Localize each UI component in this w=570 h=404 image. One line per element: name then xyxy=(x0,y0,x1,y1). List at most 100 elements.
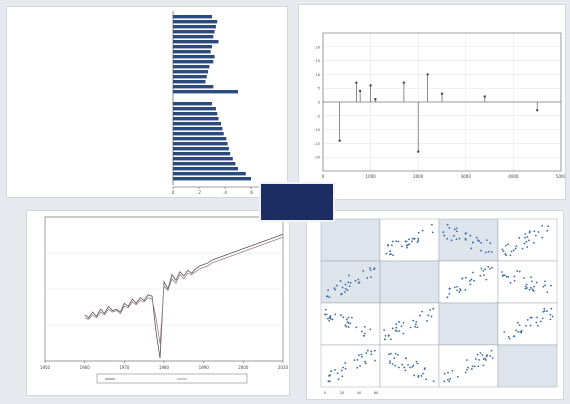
matrix-point xyxy=(397,353,399,356)
matrix-point xyxy=(364,360,366,363)
matrix-point xyxy=(443,372,446,375)
matrix-point xyxy=(448,287,451,290)
matrix-point xyxy=(326,317,329,320)
matrix-point xyxy=(427,314,430,317)
matrix-point xyxy=(404,240,407,243)
matrix-point xyxy=(531,280,533,283)
bar xyxy=(173,20,218,24)
matrix-point xyxy=(509,281,512,284)
bar xyxy=(173,157,233,161)
matrix-tick-label: 20 xyxy=(340,391,344,395)
matrix-point xyxy=(524,236,526,239)
matrix-point xyxy=(446,296,449,299)
matrix-point xyxy=(425,320,428,322)
matrix-point xyxy=(364,362,367,365)
data-point xyxy=(369,84,372,87)
matrix-point xyxy=(349,281,352,284)
matrix-point xyxy=(385,252,388,255)
matrix-point xyxy=(369,269,372,272)
matrix-point xyxy=(464,371,467,374)
matrix-point xyxy=(447,371,449,374)
matrix-point xyxy=(389,250,392,253)
matrix-point xyxy=(465,232,468,235)
matrix-point xyxy=(404,369,407,372)
matrix-point xyxy=(515,329,517,332)
x-tick-label: 1990 xyxy=(199,365,210,370)
matrix-point xyxy=(360,353,363,356)
matrix-point xyxy=(342,366,344,369)
matrix-point xyxy=(524,233,527,235)
matrix-point xyxy=(525,324,527,327)
matrix-point xyxy=(387,334,390,337)
matrix-point xyxy=(389,362,391,365)
matrix-point xyxy=(532,242,535,244)
x-tick-label: .4 xyxy=(223,190,227,195)
matrix-point xyxy=(369,328,372,331)
matrix-point xyxy=(389,338,392,341)
matrix-point xyxy=(327,289,329,292)
matrix-point xyxy=(328,320,331,322)
diagonal-cell xyxy=(438,302,499,346)
matrix-point xyxy=(487,250,490,253)
data-point xyxy=(440,92,444,95)
matrix-point xyxy=(388,353,390,356)
matrix-point xyxy=(541,236,544,239)
series-line xyxy=(84,236,284,344)
matrix-point xyxy=(361,355,363,358)
bar-chart-panel: 0.2.4.6.8 xyxy=(6,6,288,198)
time-series-line-chart: 1950 1960 1970 1980 1990 2000 2010 xyxy=(40,216,289,384)
matrix-point xyxy=(456,285,458,288)
matrix-point xyxy=(365,352,368,354)
matrix-point xyxy=(448,293,451,295)
bar xyxy=(173,50,211,54)
matrix-cell xyxy=(320,344,381,388)
x-tick-label: 1970 xyxy=(119,365,130,370)
matrix-tick-label: 60 xyxy=(374,391,378,395)
matrix-point xyxy=(398,330,401,333)
matrix-point xyxy=(341,286,344,289)
matrix-point xyxy=(473,279,476,282)
data-point xyxy=(355,81,358,84)
bar xyxy=(173,107,216,111)
matrix-point xyxy=(550,307,553,310)
matrix-point xyxy=(523,277,525,279)
matrix-point xyxy=(390,253,392,256)
matrix-point xyxy=(411,365,414,368)
matrix-point xyxy=(442,231,445,233)
matrix-point xyxy=(346,289,349,292)
matrix-point xyxy=(354,280,357,282)
diagonal-cell xyxy=(497,344,558,388)
matrix-point xyxy=(393,357,396,360)
matrix-point xyxy=(412,364,415,367)
matrix-point xyxy=(432,380,435,383)
line-chart-panel: 1950 1960 1970 1980 1990 2000 2010 xyxy=(26,210,290,396)
matrix-point xyxy=(402,321,405,324)
bar xyxy=(173,137,227,141)
matrix-point xyxy=(325,313,328,316)
matrix-point xyxy=(394,329,397,332)
matrix-point xyxy=(549,318,552,321)
matrix-point xyxy=(417,239,420,242)
matrix-point xyxy=(451,369,454,372)
matrix-point xyxy=(334,288,337,291)
matrix-point xyxy=(331,318,334,321)
matrix-point xyxy=(528,230,531,233)
matrix-point xyxy=(520,329,523,332)
matrix-tick-label: 40 xyxy=(357,391,361,395)
matrix-point xyxy=(480,242,483,244)
matrix-point xyxy=(430,223,433,226)
bar xyxy=(173,15,212,19)
matrix-point xyxy=(483,274,485,277)
matrix-point xyxy=(529,324,532,327)
matrix-point xyxy=(461,277,464,280)
matrix-point xyxy=(508,337,511,340)
matrix-point xyxy=(333,287,336,290)
matrix-point xyxy=(407,363,409,366)
matrix-point xyxy=(391,327,394,330)
matrix-point xyxy=(345,325,348,328)
matrix-point xyxy=(422,372,424,375)
matrix-point xyxy=(363,325,366,328)
horizontal-bar-chart: 0.2.4.6.8 xyxy=(172,11,279,195)
matrix-point xyxy=(464,289,467,291)
